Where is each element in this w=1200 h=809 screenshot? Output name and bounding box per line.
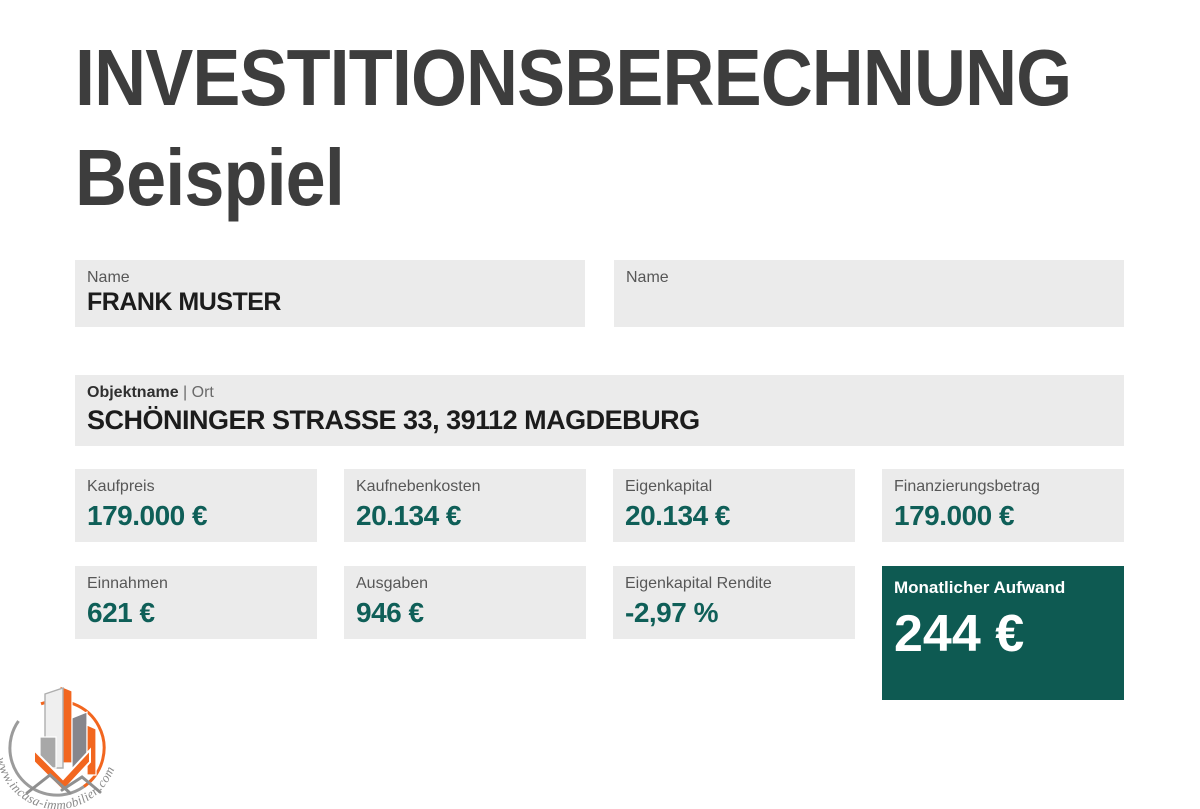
arrow-down-icon <box>33 747 91 793</box>
stat-eigenkapital-rendite: Eigenkapital Rendite -2,97 % <box>613 566 855 639</box>
logo-circle-gray-arc <box>8 720 95 797</box>
name-field-2-label: Name <box>626 269 669 286</box>
object-field-value: SCHÖNINGER STRASSE 33, 39112 MAGDEBURG <box>87 405 700 435</box>
page-title-line1: INVESTITIONSBERECHNUNG <box>75 33 1072 122</box>
name-field-2[interactable]: Name <box>614 260 1124 327</box>
stat-monatlicher-aufwand: Monatlicher Aufwand 244 € <box>882 566 1124 700</box>
name-field-1-label: Name <box>87 269 130 286</box>
stats-row-1: Kaufpreis 179.000 € Kaufnebenkosten 20.1… <box>75 469 1124 542</box>
page-title: INVESTITIONSBERECHNUNG Beispiel <box>75 28 1072 228</box>
roof-lines-icon <box>25 773 102 795</box>
object-field-label: Objektname | Ort <box>87 384 214 401</box>
object-field[interactable]: Objektname | Ort SCHÖNINGER STRASSE 33, … <box>75 375 1124 446</box>
page-title-line2: Beispiel <box>75 133 345 222</box>
stat-eigenkapital: Eigenkapital 20.134 € <box>613 469 855 542</box>
name-fields-row: Name FRANK MUSTER Name <box>75 260 1124 327</box>
object-field-row: Objektname | Ort SCHÖNINGER STRASSE 33, … <box>75 375 1124 446</box>
name-field-1-value: FRANK MUSTER <box>87 288 282 316</box>
stat-finanzierungsbetrag: Finanzierungsbetrag 179.000 € <box>882 469 1124 542</box>
stat-kaufnebenkosten: Kaufnebenkosten 20.134 € <box>344 469 586 542</box>
stats-row-2: Einnahmen 621 € Ausgaben 946 € Eigenkapi… <box>75 566 1124 700</box>
stat-ausgaben: Ausgaben 946 € <box>344 566 586 639</box>
incasa-logo: www.incasa-immobilien.com <box>0 685 117 809</box>
stat-einnahmen: Einnahmen 621 € <box>75 566 317 639</box>
stat-kaufpreis: Kaufpreis 179.000 € <box>75 469 317 542</box>
name-field-1[interactable]: Name FRANK MUSTER <box>75 260 585 327</box>
